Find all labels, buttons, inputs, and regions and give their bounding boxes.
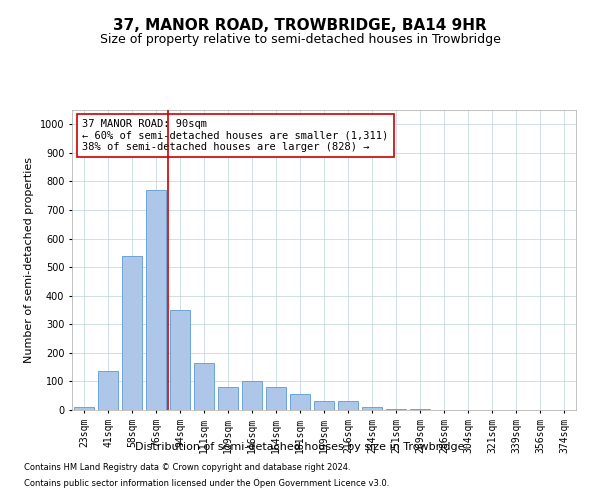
Y-axis label: Number of semi-detached properties: Number of semi-detached properties [25,157,34,363]
Text: Distribution of semi-detached houses by size in Trowbridge: Distribution of semi-detached houses by … [135,442,465,452]
Text: 37 MANOR ROAD: 90sqm
← 60% of semi-detached houses are smaller (1,311)
38% of se: 37 MANOR ROAD: 90sqm ← 60% of semi-detac… [82,119,388,152]
Bar [98,372,118,410]
Bar [386,409,406,410]
Bar [314,402,334,410]
Text: Contains public sector information licensed under the Open Government Licence v3: Contains public sector information licen… [24,478,389,488]
Text: Size of property relative to semi-detached houses in Trowbridge: Size of property relative to semi-detach… [100,32,500,46]
Bar [266,387,286,410]
Bar [170,310,190,410]
Text: Contains HM Land Registry data © Crown copyright and database right 2024.: Contains HM Land Registry data © Crown c… [24,464,350,472]
Bar [290,394,310,410]
Bar [122,256,142,410]
Bar [194,363,214,410]
Text: 37, MANOR ROAD, TROWBRIDGE, BA14 9HR: 37, MANOR ROAD, TROWBRIDGE, BA14 9HR [113,18,487,32]
Bar [362,407,382,410]
Bar [146,190,166,410]
Bar [74,407,94,410]
Bar [242,382,262,410]
Bar [338,402,358,410]
Bar [218,387,238,410]
